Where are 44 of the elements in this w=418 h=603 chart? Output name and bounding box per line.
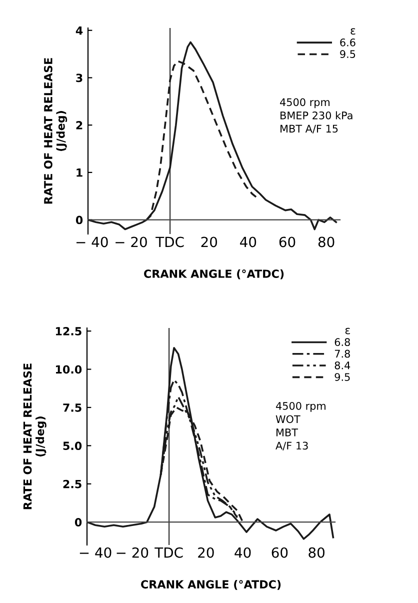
y-tick-label: 4 (76, 26, 83, 35)
annotation: 4500 rpm (280, 98, 330, 108)
y-tick-label: 10.0 (56, 365, 82, 374)
y-tick-label: 1 (76, 168, 82, 177)
legend-title: ε (345, 328, 350, 334)
x-tick-label: 80 (318, 236, 334, 248)
x-tick-label: 80 (308, 547, 324, 558)
x-axis-title: CRANK ANGLE (°ATDC) (141, 580, 281, 590)
x-tick-label: 20 (201, 236, 218, 248)
y-tick-label: 5.0 (63, 442, 82, 450)
x-tick-label: TDC (156, 236, 184, 248)
y-tick-label: 7.5 (63, 404, 82, 412)
x-axis-title: CRANK ANGLE (°ATDC) (144, 269, 284, 280)
x-tick-label: TDC (154, 547, 183, 558)
legend-label: 6.8 (334, 338, 350, 346)
x-tick-label: − 40 (80, 547, 112, 558)
y-axis-title: RATE OF HEAT RELEASE (J/deg) (23, 364, 46, 510)
legend-label: 8.4 (334, 361, 350, 370)
y-tick-label: 0 (76, 216, 83, 224)
annotation: WOT (276, 415, 300, 424)
annotation: 4500 rpm (276, 402, 326, 412)
x-tick-label: 20 (198, 547, 214, 558)
y-tick-label: 12.5 (56, 327, 82, 336)
y-tick-label: 3 (76, 74, 82, 82)
x-tick-label: 60 (272, 547, 288, 558)
y-axis-title: RATE OF HEAT RELEASE (J/deg) (44, 58, 68, 204)
x-tick-label: 40 (234, 547, 251, 558)
legend-label: 6.6 (340, 38, 356, 46)
legend-title: ε (350, 28, 356, 35)
x-tick-label: 60 (279, 236, 296, 248)
y-tick-label: 0 (74, 518, 82, 526)
legend-label: 7.8 (334, 350, 350, 358)
y-tick-label: 2 (76, 121, 82, 130)
annotation: MBT A/F 15 (280, 124, 338, 134)
annotation: A/F 13 (276, 442, 308, 450)
legend-label: 9.5 (334, 373, 350, 381)
annotation: BMEP 230 kPa (280, 111, 352, 120)
annotation: MBT (276, 428, 298, 436)
x-tick-label: 40 (240, 236, 256, 248)
x-tick-label: − 20 (116, 547, 148, 558)
x-tick-label: − 20 (116, 236, 147, 248)
legend-label: 9.5 (340, 50, 356, 58)
y-tick-label: 2.5 (63, 480, 82, 488)
x-tick-label: − 40 (76, 236, 108, 248)
